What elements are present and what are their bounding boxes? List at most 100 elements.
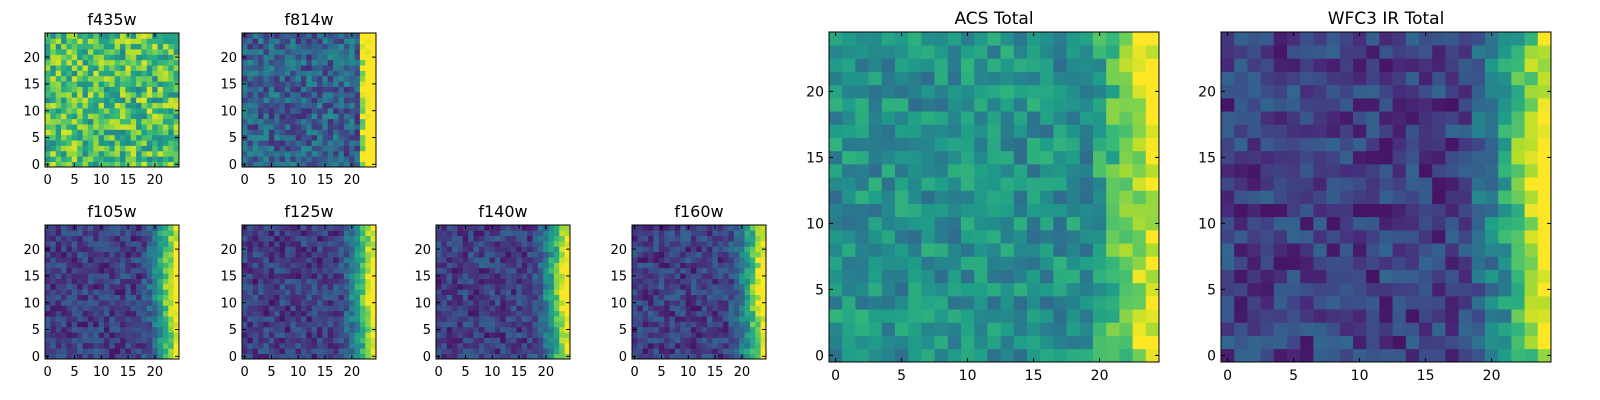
heatmap-cell [93,326,99,333]
heatmap-cell [247,86,254,93]
heatmap-cell [311,118,318,125]
heatmap-cell [268,289,275,296]
heatmap-cell [120,326,126,333]
heatmap-cell [1511,243,1525,257]
heatmap-cell [1132,84,1147,99]
heatmap-cell [642,289,649,296]
heatmap-cell [168,267,174,274]
heatmap-cell [109,262,116,269]
heatmap-cell [173,49,180,55]
heatmap-cell [1234,177,1248,191]
heatmap-cell [690,316,697,322]
heatmap-cell [947,45,962,59]
heatmap-cell [728,337,735,344]
heatmap-cell [66,241,73,247]
heatmap-cell [93,161,99,168]
heatmap-cell [109,59,116,66]
heatmap-cell [66,54,73,61]
heatmap-cell [168,108,174,114]
heatmap-cell [242,235,248,242]
heatmap-cell [696,246,703,253]
heatmap-cell [842,203,856,218]
heatmap-cell [77,70,83,77]
heatmap-cell [723,251,729,258]
heatmap-cell [87,332,94,338]
heatmap-cell [532,310,539,317]
heatmap-cell [354,289,361,296]
heatmap-cell [441,326,448,333]
heatmap-cell [306,348,313,354]
heatmap-cell [543,262,549,269]
heatmap-cell [934,203,949,218]
heatmap-cell [258,108,264,114]
heatmap-cell [157,140,164,146]
heatmap-cell [300,161,307,168]
heatmap-cell [317,145,323,152]
heatmap-cell [749,225,756,231]
panel-title: f435w [87,10,136,29]
heatmap-cell [690,310,697,317]
heatmap-cell [141,54,148,61]
heatmap-cell [1079,335,1094,350]
y-tick-label: 15 [23,78,40,93]
heatmap-cell [1511,203,1525,218]
heatmap-cell [55,75,62,82]
heatmap-cell [642,235,649,242]
heatmap-cell [365,251,371,258]
heatmap-cell [527,310,533,317]
heatmap-cell [1485,322,1499,336]
heatmap-cell [441,316,448,322]
heatmap-cell [1432,203,1446,218]
heatmap-cell [359,145,366,152]
heatmap-cell [306,283,313,290]
heatmap-cell [317,230,323,237]
heatmap-cell [505,342,512,349]
heatmap-cell [1524,322,1539,336]
heatmap-cell [333,257,339,263]
heatmap-cell [359,54,366,61]
heatmap-cell [1524,230,1539,244]
heatmap-cell [300,33,307,39]
heatmap-cell [136,257,142,263]
heatmap-cell [311,102,318,109]
heatmap-cell [696,235,703,242]
heatmap-cell [306,70,313,77]
heatmap-cell [77,326,83,333]
heatmap-cell [436,283,442,290]
heatmap-cell [462,348,469,354]
heatmap-cell [559,316,565,322]
heatmap-cell [370,38,377,45]
y-tick-label: 0 [32,350,40,365]
x-tick-label: 10 [290,365,307,380]
heatmap-cell [452,310,458,317]
heatmap-cell [881,348,896,363]
heatmap-cell [130,326,137,333]
heatmap-cell [669,294,676,301]
heatmap-cell [120,289,126,296]
heatmap-cell [717,326,724,333]
heatmap-cell [1419,256,1433,270]
heatmap-cell [484,262,490,269]
heatmap-cell [1053,111,1067,125]
heatmap-cell [947,137,962,152]
heatmap-cell [141,43,148,50]
heatmap-cell [511,348,517,354]
heatmap-cell [947,71,962,86]
heatmap-cell [109,102,116,109]
heatmap-cell [93,235,99,242]
heatmap-cell [446,246,453,253]
heatmap-cell [77,140,83,146]
heatmap-cell [934,84,949,99]
heatmap-cell [317,305,323,312]
heatmap-cell [441,235,448,242]
heatmap-cell [680,283,686,290]
heatmap-cell [295,91,302,98]
heatmap-cell [300,102,307,109]
heatmap-cell [829,256,843,270]
heatmap-cell [61,283,67,290]
heatmap-cell [1326,309,1341,323]
heatmap-cell [987,71,1001,86]
heatmap-cell [370,289,377,296]
heatmap-cell [322,316,329,322]
heatmap-cell [93,65,99,71]
